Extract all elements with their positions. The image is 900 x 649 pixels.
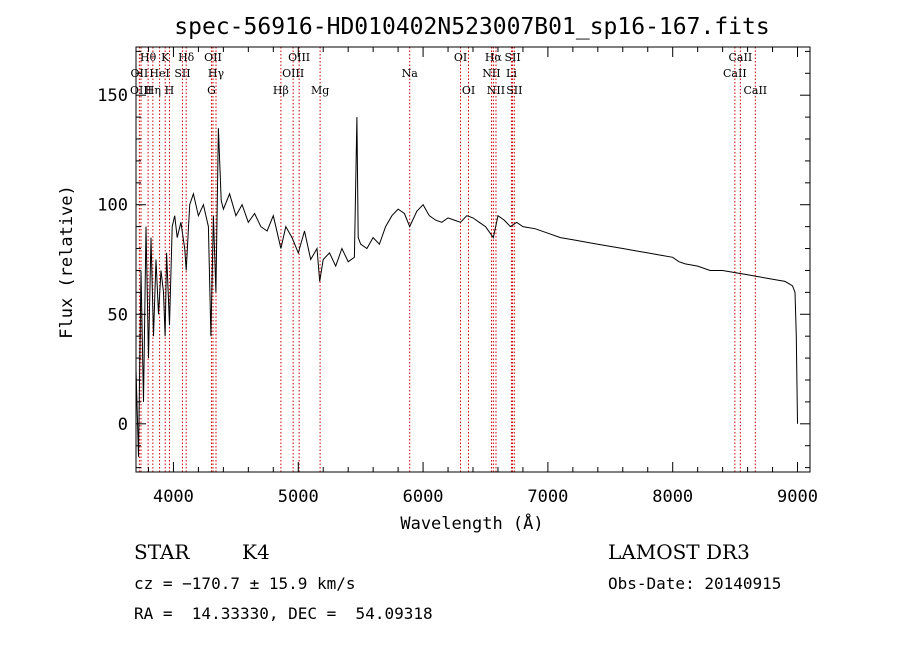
object-type: STAR bbox=[134, 540, 190, 564]
line-label-16: Na bbox=[402, 67, 419, 80]
line-label-25: CaII bbox=[729, 51, 753, 64]
line-label-9: OII bbox=[204, 51, 222, 64]
survey-label: LAMOST DR3 bbox=[608, 540, 750, 564]
x-tick-label-3: 7000 bbox=[527, 487, 568, 507]
line-label-5: Hη bbox=[145, 84, 161, 97]
x-tick-label-0: 4000 bbox=[153, 487, 194, 507]
x-tick-label-2: 6000 bbox=[403, 487, 444, 507]
line-label-14: Hβ bbox=[273, 84, 289, 97]
line-label-22: SII bbox=[504, 51, 520, 64]
y-tick-label-1: 50 bbox=[108, 305, 128, 325]
coordinates: RA = 14.33330, DEC = 54.09318 bbox=[134, 604, 433, 623]
line-label-23: Li bbox=[506, 67, 517, 80]
line-label-26: CaII bbox=[723, 67, 747, 80]
x-tick-label-4: 8000 bbox=[652, 487, 693, 507]
line-label-3: K bbox=[161, 51, 170, 64]
x-axis-ticks: 4000 5000 6000 7000 8000 9000 bbox=[147, 47, 818, 507]
y-axis-label: Flux (relative) bbox=[57, 185, 77, 339]
line-label-21: NII bbox=[487, 84, 505, 97]
y-tick-label-3: 150 bbox=[97, 86, 128, 106]
line-label-6: Hδ bbox=[178, 51, 195, 64]
chart-title: spec-56916-HD010402N523007B01_sp16-167.f… bbox=[174, 14, 769, 40]
line-label-13: OIII bbox=[282, 67, 304, 80]
line-label-15: Mg bbox=[311, 84, 329, 97]
spectral-line-markers bbox=[138, 47, 756, 472]
obs-date: Obs-Date: 20140915 bbox=[608, 574, 782, 593]
line-label-19: Hα bbox=[485, 51, 503, 64]
line-label-10: Hγ bbox=[208, 67, 225, 80]
redshift-cz: cz = −170.7 ± 15.9 km/s bbox=[134, 574, 356, 593]
x-tick-label-5: 9000 bbox=[777, 487, 818, 507]
line-label-8: H bbox=[165, 84, 175, 97]
line-label-0: Hθ bbox=[140, 51, 157, 64]
y-tick-label-2: 100 bbox=[97, 196, 128, 216]
y-tick-label-0: 0 bbox=[118, 415, 128, 435]
line-label-17: OI bbox=[454, 51, 467, 64]
line-label-11: G bbox=[207, 84, 216, 97]
spectrum-line bbox=[135, 117, 798, 457]
subclass: K4 bbox=[242, 540, 270, 564]
line-label-2: OIII bbox=[130, 84, 152, 97]
line-label-7: SII bbox=[174, 67, 190, 80]
line-label-18: OI bbox=[462, 84, 475, 97]
line-label-24: SII bbox=[506, 84, 522, 97]
y-axis-ticks: 0 50 100 150 bbox=[97, 50, 810, 469]
line-label-20: NII bbox=[482, 67, 500, 80]
x-axis-label: Wavelength (Å) bbox=[400, 512, 543, 534]
line-label-12: OIII bbox=[288, 51, 310, 64]
plot-frame bbox=[135, 46, 811, 473]
line-label-4: HeI bbox=[149, 67, 169, 80]
line-label-27: CaII bbox=[743, 84, 767, 97]
x-tick-label-1: 5000 bbox=[278, 487, 319, 507]
